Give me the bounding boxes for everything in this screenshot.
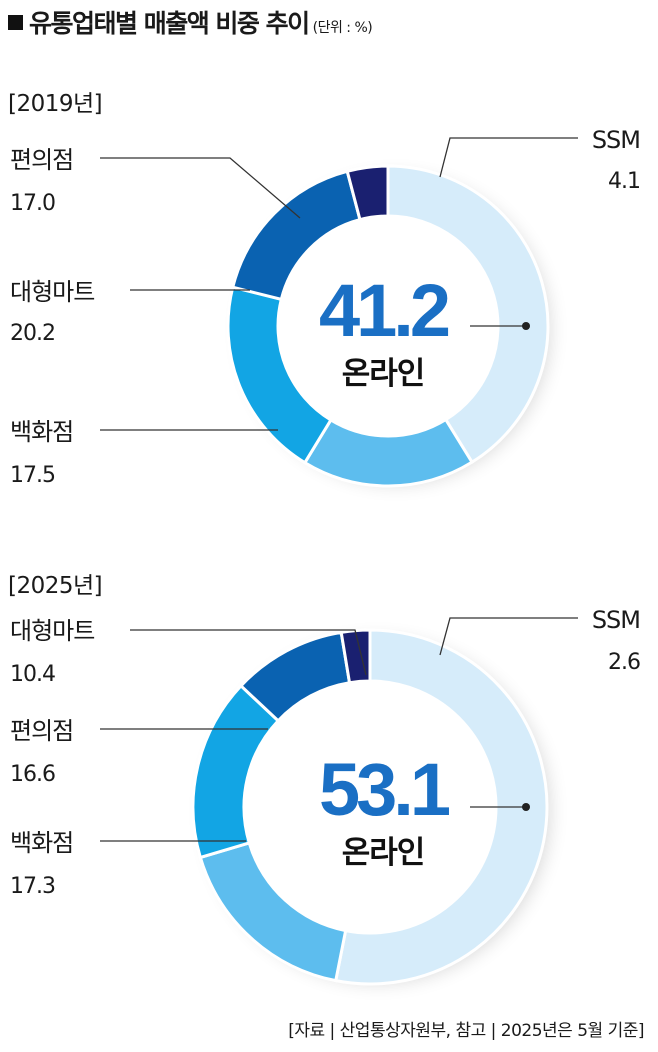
label-name-convenience: 편의점: [10, 146, 73, 174]
leader-line-ssm: [439, 617, 578, 656]
label-value-ssm: 4.1: [608, 169, 640, 194]
center-label: 온라인: [342, 356, 425, 392]
donut-chart-2019: 편의점 17.0 대형마트 20.2 백화점 17.5 SSM 4.1 41.2…: [10, 126, 641, 488]
label-name-dept-store: 백화점: [10, 418, 73, 446]
label-name-convenience: 편의점: [10, 717, 73, 745]
square-bullet-icon: [8, 15, 23, 30]
year-label-2019: [2019년]: [8, 91, 103, 117]
donut-hole: [244, 681, 496, 933]
label-name-ssm: SSM: [592, 606, 640, 634]
label-value-dept-store: 17.3: [10, 874, 55, 899]
label-value-hypermarket: 10.4: [10, 662, 55, 687]
label-name-dept-store: 백화점: [10, 829, 73, 857]
label-name-hypermarket: 대형마트: [10, 278, 94, 306]
donut-slices: [226, 164, 550, 488]
leader-dot-online: [522, 322, 530, 330]
donut-hole: [278, 216, 498, 436]
leader-line-ssm: [439, 137, 578, 178]
label-name-hypermarket: 대형마트: [10, 617, 94, 645]
center-value: 41.2: [319, 269, 449, 352]
source-note: [자료 | 산업통상자원부, 참고 | 2025년은 5월 기준]: [288, 1021, 644, 1041]
chart-title: 유통업태별 매출액 비중 추이: [29, 9, 310, 38]
label-value-hypermarket: 20.2: [10, 321, 55, 346]
center-value: 53.1: [319, 748, 450, 831]
label-value-convenience: 17.0: [10, 191, 55, 216]
leader-line-convenience: [100, 157, 301, 219]
label-name-ssm: SSM: [592, 126, 640, 154]
center-label: 온라인: [342, 835, 425, 871]
unit-note: (단위 : %): [312, 20, 373, 36]
year-label-2025: [2025년]: [8, 573, 103, 599]
donut-chart-2025: 대형마트 10.4 편의점 16.6 백화점 17.3 SSM 2.6 53.1…: [10, 606, 641, 986]
label-value-ssm: 2.6: [608, 650, 640, 675]
label-value-convenience: 16.6: [10, 762, 55, 787]
leader-dot-online: [522, 803, 530, 811]
chart-header: 유통업태별 매출액 비중 추이 (단위 : %): [8, 4, 373, 40]
label-value-dept-store: 17.5: [10, 463, 55, 488]
leader-line-hypermarket: [130, 629, 367, 676]
